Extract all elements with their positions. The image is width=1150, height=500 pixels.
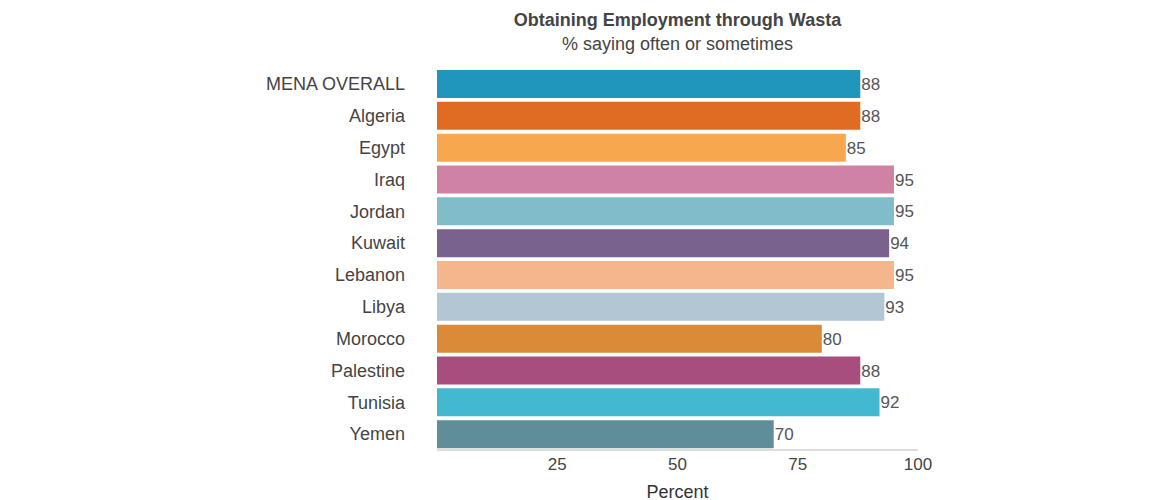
svg-text:100: 100 xyxy=(904,455,932,474)
svg-text:88: 88 xyxy=(861,362,880,381)
svg-text:95: 95 xyxy=(895,171,914,190)
html-text:% saying often or sometimes: % saying often or sometimes xyxy=(561,34,793,54)
svg-text:Tunisia: Tunisia xyxy=(348,393,406,413)
svg-text:92: 92 xyxy=(881,393,900,412)
html-text:Obtaining Employment through W: Obtaining Employment through Wasta xyxy=(513,10,842,30)
svg-text:88: 88 xyxy=(861,107,880,126)
svg-text:95: 95 xyxy=(895,202,914,221)
svg-text:70: 70 xyxy=(775,425,794,444)
svg-text:25: 25 xyxy=(548,455,567,474)
svg-text:MENA OVERALL: MENA OVERALL xyxy=(266,74,405,94)
svg-text:88: 88 xyxy=(861,75,880,94)
svg-text:Kuwait: Kuwait xyxy=(351,233,405,253)
svg-text:Morocco: Morocco xyxy=(336,329,405,349)
svg-text:94: 94 xyxy=(890,234,909,253)
svg-text:Algeria: Algeria xyxy=(349,106,406,126)
svg-text:80: 80 xyxy=(823,330,842,349)
svg-text:50: 50 xyxy=(668,455,687,474)
svg-text:Iraq: Iraq xyxy=(374,170,405,190)
svg-text:Percent: Percent xyxy=(646,482,708,500)
svg-text:85: 85 xyxy=(847,139,866,158)
svg-text:Yemen: Yemen xyxy=(350,424,405,444)
svg-text:93: 93 xyxy=(885,298,904,317)
svg-text:75: 75 xyxy=(788,455,807,474)
svg-text:95: 95 xyxy=(895,266,914,285)
svg-text:Lebanon: Lebanon xyxy=(335,265,405,285)
svg-text:Palestine: Palestine xyxy=(331,361,405,381)
svg-text:Jordan: Jordan xyxy=(350,202,405,222)
svg-text:Egypt: Egypt xyxy=(359,138,405,158)
svg-text:Libya: Libya xyxy=(362,297,406,317)
